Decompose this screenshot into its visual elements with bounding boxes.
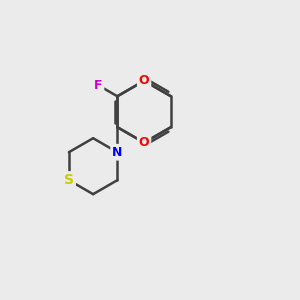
- Text: S: S: [64, 173, 74, 187]
- Text: O: O: [139, 74, 149, 87]
- Text: O: O: [139, 136, 149, 149]
- Text: N: N: [112, 146, 122, 159]
- Text: F: F: [94, 79, 103, 92]
